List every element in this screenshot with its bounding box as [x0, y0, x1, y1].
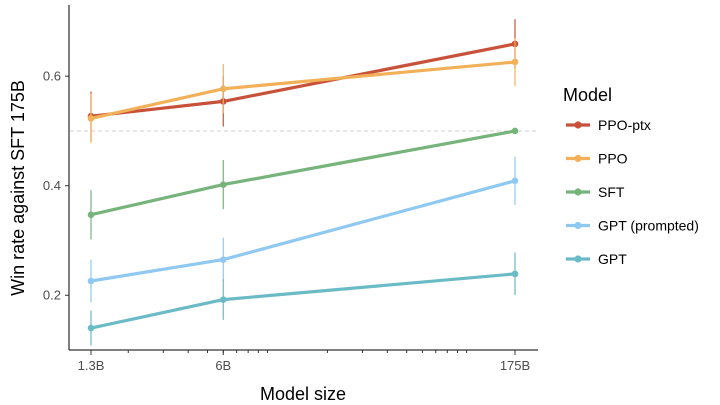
legend-item: SFT	[566, 184, 625, 200]
data-point	[511, 127, 519, 135]
x-tick-label: 6B	[215, 358, 231, 373]
legend-key-point	[574, 154, 582, 163]
series-ppo	[87, 37, 519, 143]
x-tick-label: 1.3B	[78, 358, 105, 373]
legend-item: GPT (prompted)	[566, 218, 699, 234]
legend: Model PPO-ptx PPO SFT GPT (prompted) GPT	[563, 85, 699, 267]
legend-label: SFT	[598, 184, 625, 200]
series-line	[89, 272, 517, 330]
legend-item: PPO-ptx	[566, 117, 651, 133]
data-point	[511, 177, 519, 185]
data-point	[511, 270, 519, 278]
axes: 0.2 0.4 0.6 1.3B 6B 175B	[43, 5, 538, 373]
series-gpt-prompted	[87, 156, 519, 303]
data-point	[219, 256, 227, 263]
legend-label: GPT (prompted)	[598, 218, 699, 234]
legend-label: GPT	[598, 251, 627, 267]
legend-key-point	[574, 188, 582, 196]
data-point	[87, 115, 95, 122]
series-gpt	[87, 252, 519, 346]
y-tick-label: 0.6	[43, 69, 61, 84]
legend-label: PPO	[598, 151, 628, 167]
legend-item: PPO	[566, 151, 628, 167]
data-point	[219, 85, 227, 93]
legend-title: Model	[563, 85, 612, 105]
data-point	[87, 277, 95, 285]
legend-key-point	[574, 221, 582, 230]
y-axis-title: Win rate against SFT 175B	[8, 80, 28, 296]
series-sft	[87, 127, 519, 240]
data-point	[511, 58, 519, 66]
y-tick-label: 0.2	[43, 288, 61, 303]
legend-label: PPO-ptx	[598, 117, 651, 133]
plot-area	[70, 19, 538, 346]
data-point	[87, 324, 95, 332]
x-axis-title: Model size	[260, 384, 346, 404]
series-line	[89, 129, 517, 217]
legend-key-point	[574, 255, 582, 263]
series-line	[89, 179, 517, 283]
data-point	[219, 181, 227, 188]
legend-key-point	[574, 121, 582, 129]
data-point	[219, 296, 227, 303]
y-tick-label: 0.4	[43, 178, 61, 193]
x-tick-label: 175B	[500, 358, 530, 373]
data-point	[87, 211, 95, 219]
legend-item: GPT	[566, 251, 627, 267]
